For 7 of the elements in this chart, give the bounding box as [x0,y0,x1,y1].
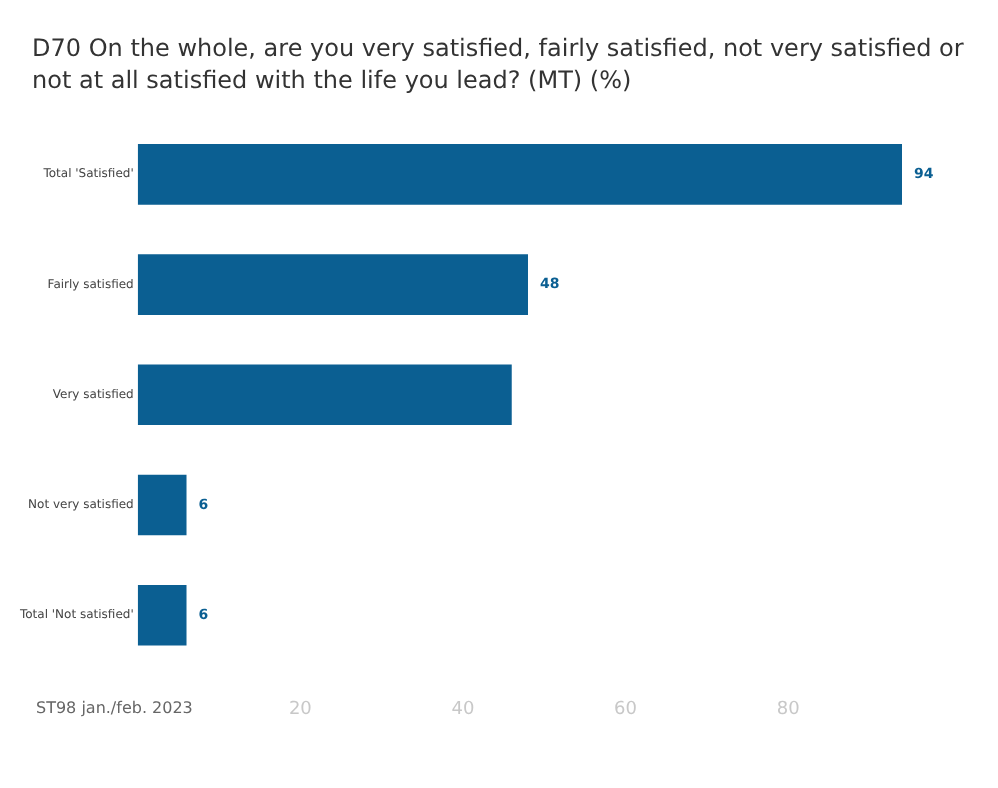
bar [137,584,187,646]
text: ST98 jan./feb. 2023 [36,699,193,718]
bar [137,364,512,426]
bar [137,254,528,315]
bar [137,474,187,536]
chart-title: D70 On the whole, are you very satisfied, fairly satisfied, not very satisfied or not at all satisfied with the life you lead? (MT) (%) [30,32,966,98]
bar [137,144,902,205]
